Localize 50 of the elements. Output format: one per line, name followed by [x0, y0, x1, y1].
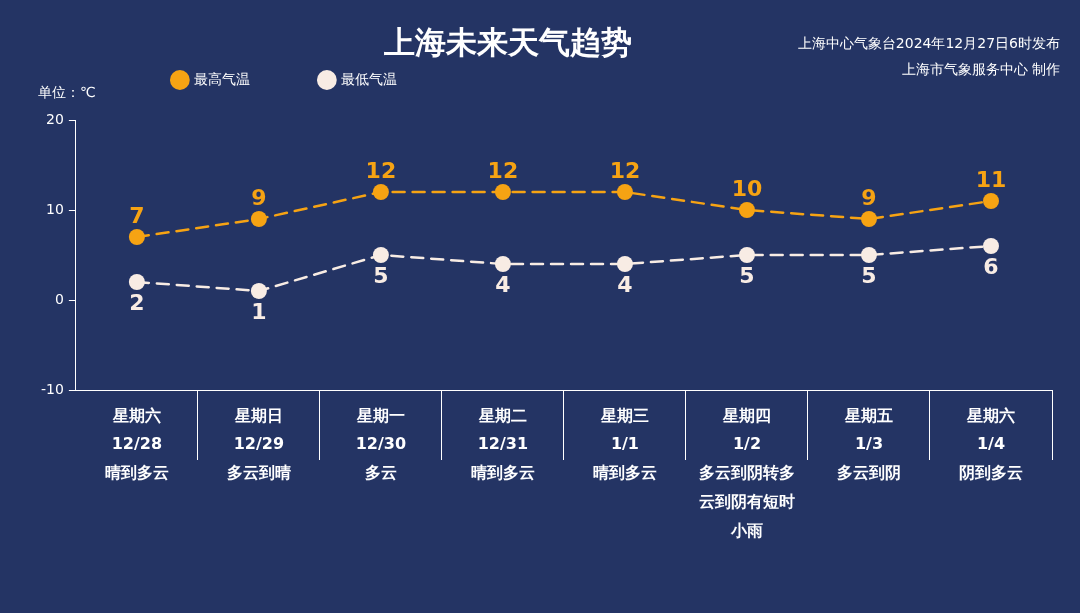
point — [128, 274, 145, 290]
data-label: 10 — [731, 175, 763, 201]
y-tick-label: 20 — [46, 110, 64, 127]
point — [738, 247, 755, 263]
legend-label: 最低气温 — [340, 70, 397, 87]
y-tick-label: 10 — [46, 200, 64, 217]
y-tick-label: -10 — [40, 380, 64, 397]
x-tick-label: 星期日 12/29 多云到晴 — [226, 405, 291, 483]
x-tick-label: 星期二 12/31 晴到多云 — [470, 405, 535, 483]
point — [616, 184, 633, 200]
point — [982, 238, 999, 254]
chart-title: 上海未来天气趋势 — [383, 23, 633, 62]
text: 上海市气象服务中心 制作 — [900, 60, 1060, 79]
y-axis-title: 单位：℃ — [38, 83, 96, 102]
data-label: 9 — [861, 184, 877, 210]
data-label: 9 — [251, 184, 267, 210]
x-tick-label: 星期三 1/1 晴到多云 — [592, 405, 657, 483]
data-label: 7 — [129, 202, 145, 228]
x-tick-label: 星期六 1/4 阴到多云 — [958, 405, 1023, 483]
point — [860, 211, 877, 227]
data-label: 5 — [373, 262, 389, 288]
x-tick-label: 星期六 12/28 晴到多云 — [104, 405, 169, 483]
text: 上海中心气象台2024年12月27日6时发布 — [797, 34, 1060, 53]
x-tick-label: 星期四 1/2 多云到阴转多云到阴有短时小雨 — [698, 405, 795, 540]
point — [250, 211, 267, 227]
point — [616, 256, 633, 272]
point — [494, 256, 511, 272]
data-label: 1 — [251, 298, 267, 324]
point — [738, 202, 755, 218]
data-label: 5 — [739, 262, 755, 288]
point — [860, 247, 877, 263]
data-label: 2 — [129, 289, 145, 315]
point — [128, 229, 145, 245]
point — [372, 184, 389, 200]
data-label: 6 — [983, 253, 999, 279]
point — [250, 283, 267, 299]
data-label: 4 — [495, 271, 511, 297]
x-tick-label: 星期一 12/30 多云 — [355, 405, 407, 483]
data-label: 12 — [487, 157, 519, 183]
legend-label: 最高气温 — [193, 70, 250, 87]
point — [982, 193, 999, 209]
point — [372, 247, 389, 263]
data-label: 12 — [609, 157, 641, 183]
data-label: 11 — [975, 166, 1007, 192]
data-label: 12 — [365, 157, 397, 183]
y-tick-label: 0 — [54, 290, 64, 307]
x-tick-label: 星期五 1/3 多云到阴 — [836, 405, 901, 483]
data-label: 5 — [861, 262, 877, 288]
data-label: 4 — [617, 271, 633, 297]
point — [494, 184, 511, 200]
